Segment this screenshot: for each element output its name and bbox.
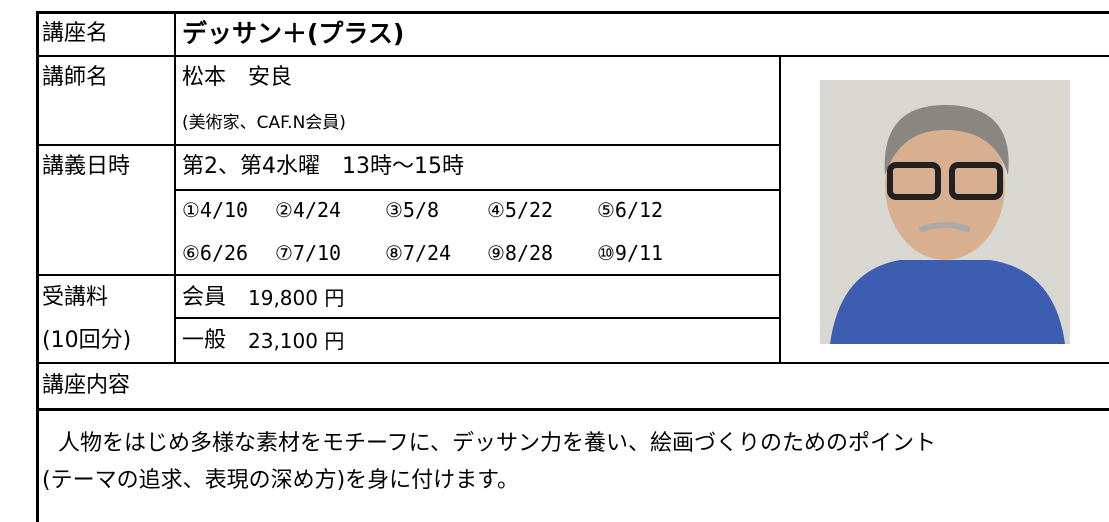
glasses	[887, 162, 941, 200]
moustache	[918, 222, 972, 233]
border	[36, 11, 39, 522]
course-title: デッサン＋(プラス)	[182, 19, 405, 48]
lecture-date: ⑨8/28	[487, 241, 554, 265]
content-text: 人物をはじめ多様な素材をモチーフに、デッサン力を養い、絵画づくりのためのポイント	[58, 431, 937, 456]
instructor-label: 講師名	[42, 65, 109, 90]
lecture-date: ③5/8	[385, 198, 440, 222]
member-label: 会員	[182, 285, 227, 310]
border	[37, 362, 1109, 364]
border	[37, 408, 1109, 411]
lecture-date: ②4/24	[275, 198, 342, 222]
border	[175, 317, 780, 319]
lecture-date: ⑧7/24	[385, 241, 452, 265]
lecture-date: ①4/10	[182, 198, 249, 222]
content-label: 講座内容	[42, 373, 131, 398]
border	[175, 189, 780, 191]
general-label: 一般	[182, 328, 227, 353]
shirt	[830, 260, 1065, 344]
lecture-date: ⑤6/12	[597, 198, 664, 222]
lecture-date: ⑦7/10	[275, 241, 342, 265]
lecture-date: ④5/22	[487, 198, 554, 222]
member-fee: 19,800 円	[248, 286, 345, 310]
border	[37, 55, 1109, 57]
border	[174, 11, 176, 363]
hair	[884, 105, 1009, 175]
content-text: (テーマの追求、表現の深め方)を身に付けます。	[42, 468, 519, 493]
border	[37, 274, 780, 276]
border	[37, 11, 1109, 14]
fee-note: (10回分)	[42, 328, 132, 353]
lecture-date: ⑥6/26	[182, 241, 249, 265]
glasses	[949, 162, 1003, 200]
face	[885, 110, 1005, 260]
lecture-date: ⑩9/11	[597, 241, 664, 265]
general-fee: 23,100 円	[248, 329, 345, 353]
schedule-label: 講義日時	[42, 154, 131, 179]
course-label: 講座名	[42, 21, 109, 46]
instructor-photo	[820, 80, 1070, 344]
border	[779, 55, 781, 363]
fee-label: 受講料	[42, 285, 109, 310]
instructor-note: (美術家、CAF.N会員)	[182, 113, 346, 133]
schedule-summary: 第2、第4水曜 13時～15時	[182, 154, 464, 179]
border	[37, 144, 780, 146]
instructor-name: 松本 安良	[182, 65, 293, 90]
